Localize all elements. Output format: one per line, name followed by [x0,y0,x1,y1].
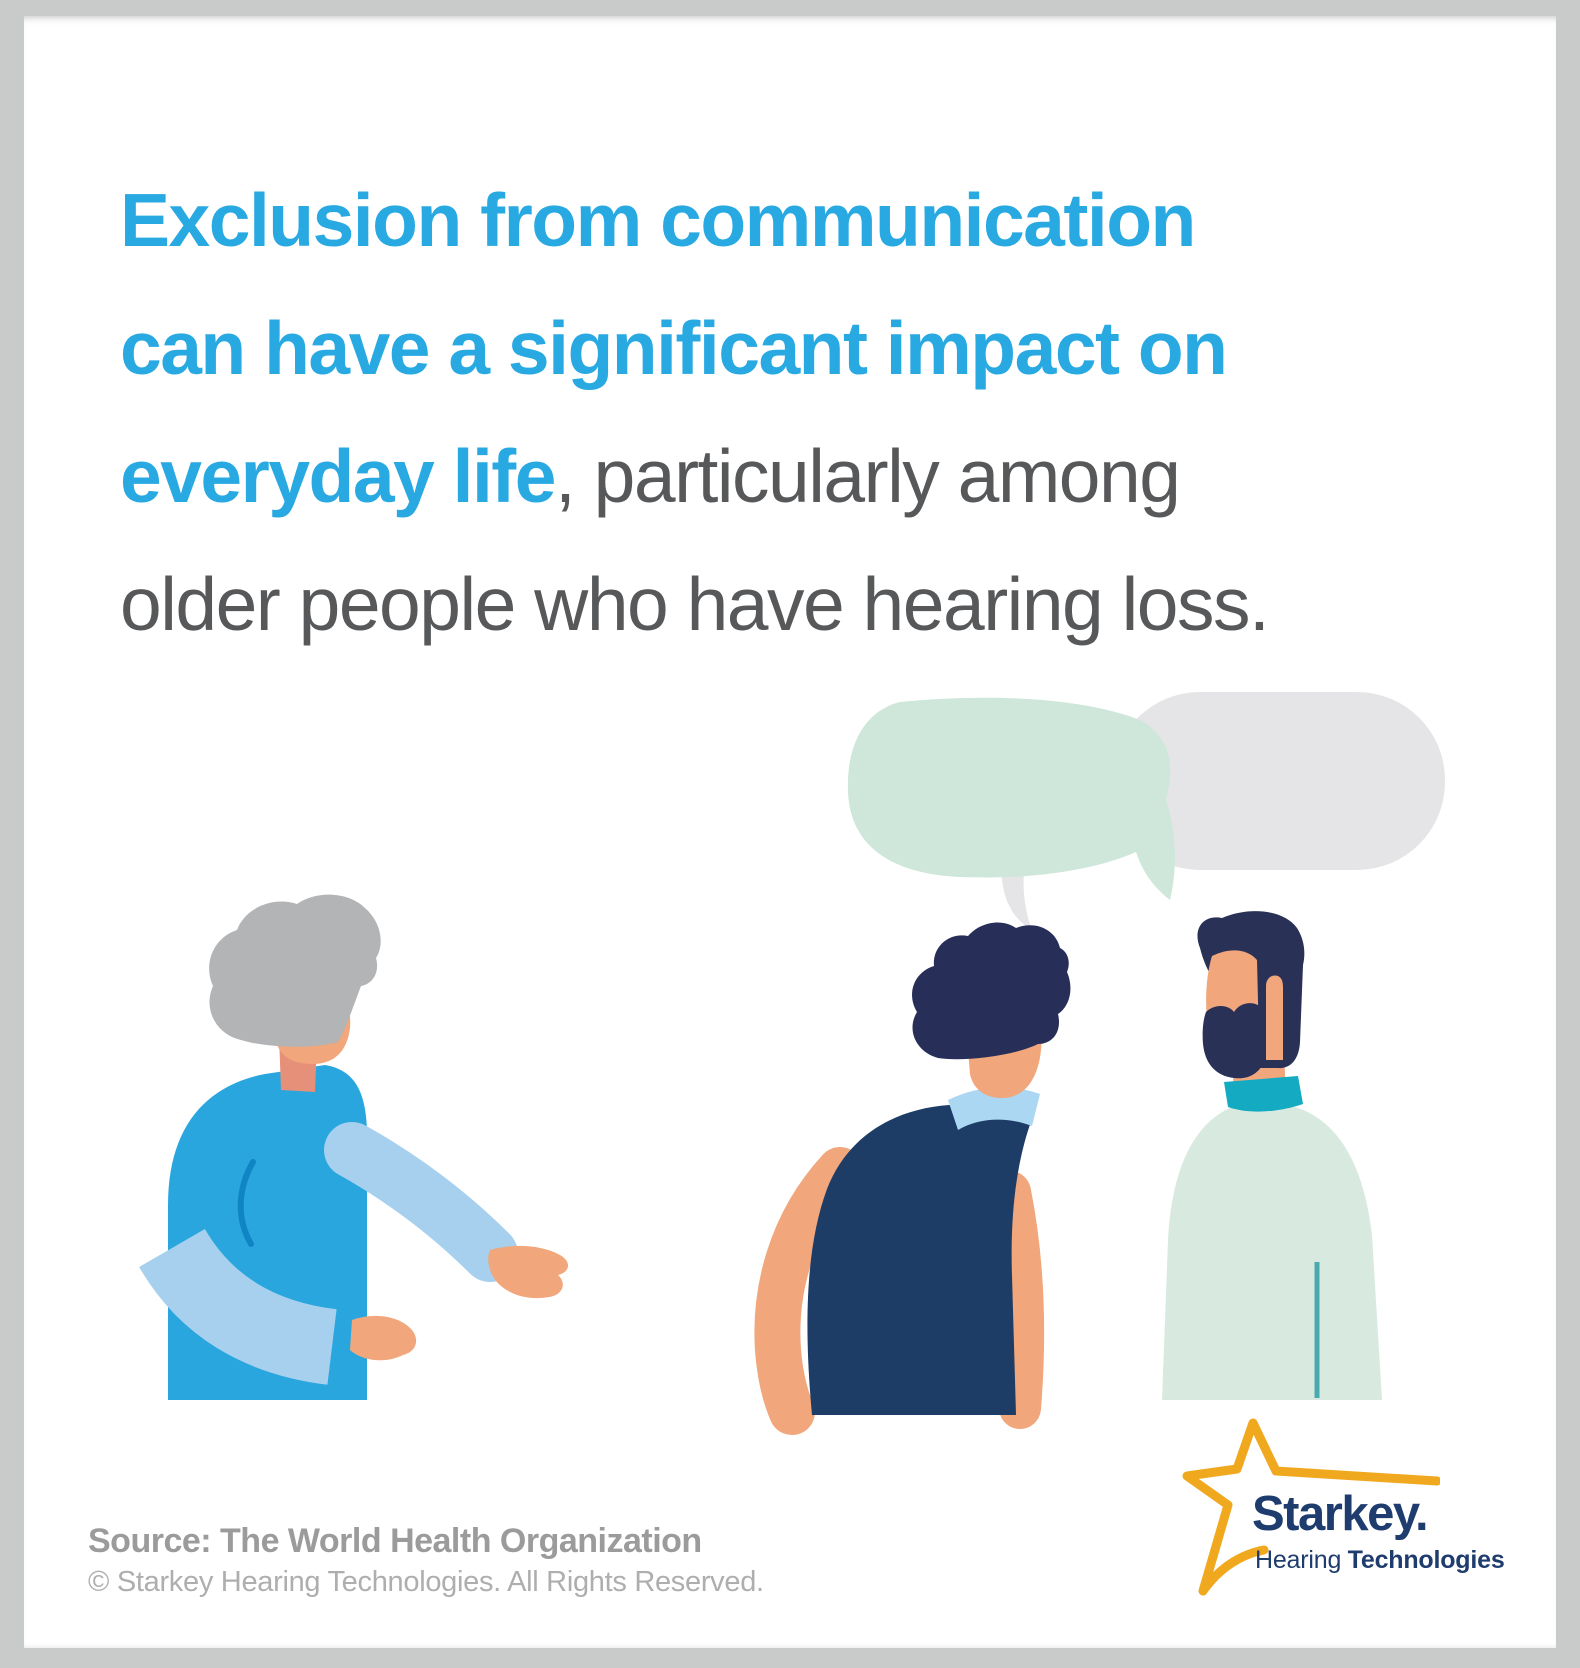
logo-brand-text: Starkey. [1252,1487,1429,1541]
headline-line-2: can have a significant impact on [120,284,1450,412]
logo-tagline-bold: Technologies [1347,1546,1505,1574]
headline-muted-text: older people who have hearing loss. [120,562,1270,646]
copyright-text: © Starkey Hearing Technologies. All Righ… [88,1566,764,1598]
headline-line-4: older people who have hearing loss. [120,540,1450,668]
star-icon [1182,1418,1440,1596]
headline-line-3: everyday life, particularly among [120,412,1450,540]
star-outline [1182,1418,1440,1596]
headline-muted-text: , particularly among [554,434,1181,518]
headline-accent-text: can have a significant impact on [120,306,1228,390]
source-text: Source: The World Health Organization [88,1522,702,1560]
logo-tagline-regular: Hearing [1255,1546,1342,1574]
starkey-logo: Starkey. Hearing Technologies [1180,1418,1540,1628]
logo-tagline: Hearing Technologies [1255,1546,1505,1575]
headline-accent-text: everyday life [120,434,556,518]
headline-accent-text: Exclusion from communication [120,178,1196,262]
headline: Exclusion from communication can have a … [120,156,1450,668]
headline-line-1: Exclusion from communication [120,156,1450,284]
